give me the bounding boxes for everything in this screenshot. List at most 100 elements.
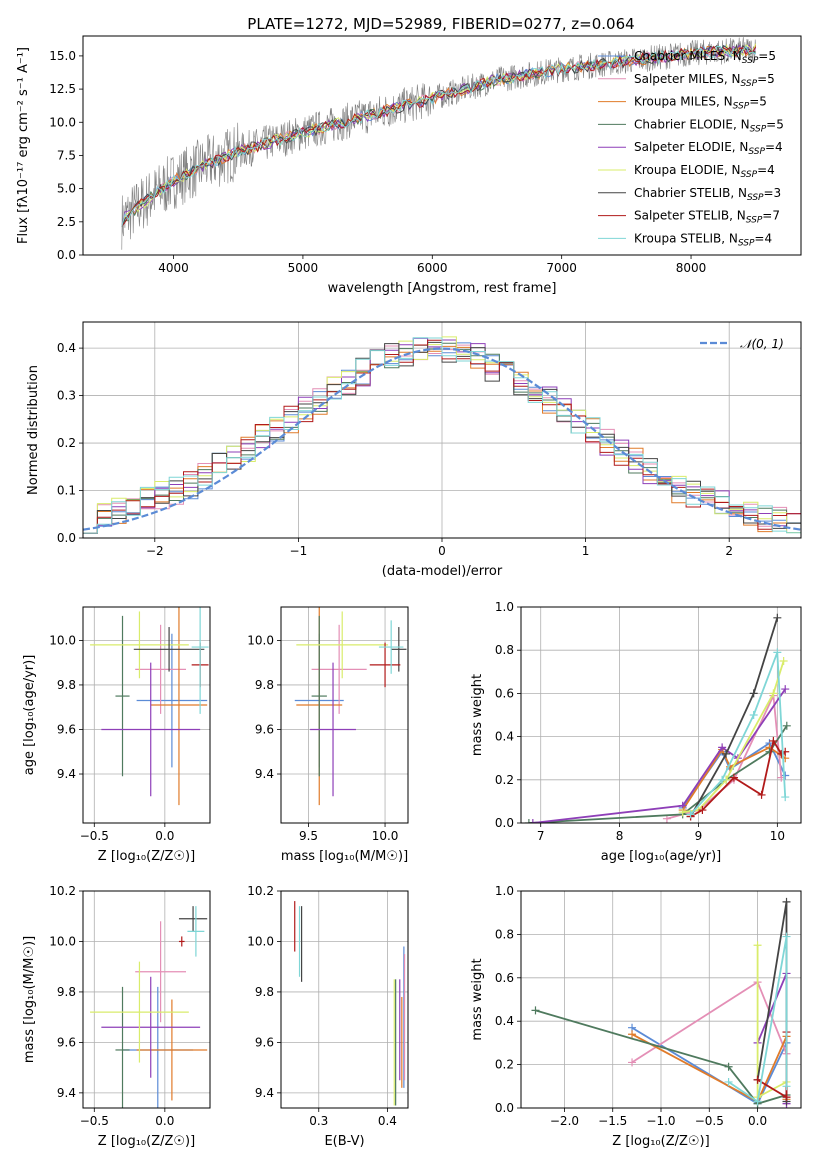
y-tick-label: 9.8	[57, 678, 76, 692]
legend-label: Salpeter STELIB, NSSP=7	[634, 209, 780, 226]
x-axis-label: E(B-V)	[324, 1134, 364, 1149]
weight-marker	[753, 941, 762, 950]
axes-frame	[82, 606, 211, 824]
y-tick-label: 0.4	[57, 341, 76, 355]
panel-age_vs_Z: −0.5 0.0 9.4 9.6 9.8 10.0 Z [log₁₀(Z/Z☉)] age […	[22, 606, 211, 864]
y-tick-label: 0.0	[495, 1101, 514, 1115]
normal-curve	[83, 347, 801, 531]
weight-marker	[781, 685, 790, 694]
y-tick-label: 1.0	[495, 884, 514, 898]
x-tick-label: 0.0	[748, 1114, 767, 1128]
x-tick-label: 8000	[676, 261, 707, 275]
weight-marker	[528, 819, 537, 823]
histogram-line	[83, 337, 801, 534]
x-tick-label: 10.0	[372, 829, 399, 843]
y-axis-label: Flux [fλ10⁻¹⁷ erg cm⁻² s⁻¹ A⁻¹]	[16, 47, 31, 244]
weight-marker	[724, 1062, 733, 1071]
legend-label: Kroupa MILES, NSSP=5	[634, 95, 767, 112]
x-tick-label: 9	[695, 829, 703, 843]
x-tick-label: 7000	[546, 261, 577, 275]
weight-line	[535, 1009, 787, 1105]
weight-marker	[753, 1075, 762, 1084]
x-tick-label: 0.0	[155, 829, 174, 843]
y-tick-label: 9.4	[255, 1086, 274, 1100]
x-tick-label: −0.5	[80, 1114, 109, 1128]
x-tick-label: −2.0	[550, 1114, 579, 1128]
weight-marker	[782, 1093, 791, 1102]
y-tick-label: 0.0	[495, 816, 514, 830]
y-tick-label: 0.0	[57, 531, 76, 545]
legend-label: Kroupa ELODIE, NSSP=4	[634, 163, 775, 180]
plot-area	[281, 607, 408, 823]
weight-marker	[722, 749, 731, 758]
plot-area	[83, 891, 210, 1108]
panel-weight_vs_age: 7 8 9 10 0.0 0.2 0.4 0.6 0.8 1.0 age [log₁₀(age/yr…	[470, 600, 802, 864]
y-axis-label: Normed distribution	[26, 365, 41, 495]
axes-frame	[280, 890, 409, 1109]
y-tick-label: 0.4	[495, 1014, 514, 1028]
weight-marker	[531, 1006, 540, 1015]
y-tick-label: 0.2	[495, 773, 514, 787]
x-tick-label: 0.3	[309, 1114, 328, 1128]
weight-marker	[718, 743, 727, 752]
weight-marker	[782, 721, 791, 730]
x-tick-label: 10	[770, 829, 785, 843]
y-tick-label: 9.4	[57, 1086, 76, 1100]
y-tick-label: 0.8	[495, 643, 514, 657]
y-tick-label: 9.4	[255, 767, 274, 781]
x-axis-label: Z [log₁₀(Z/Z☉)]	[98, 849, 195, 864]
weight-marker	[782, 932, 791, 941]
weight-marker	[724, 1077, 733, 1086]
weight-line	[728, 936, 788, 1104]
plot-area	[521, 891, 801, 1108]
model-line	[121, 45, 756, 227]
y-tick-label: 9.4	[57, 767, 76, 781]
legend-label: Chabrier ELODIE, NSSP=5	[634, 117, 784, 134]
y-tick-label: 10.0	[247, 934, 274, 948]
y-tick-label: 9.6	[57, 1035, 76, 1049]
weight-marker	[757, 790, 766, 799]
x-tick-label: 1	[582, 544, 590, 558]
y-tick-label: 9.6	[57, 722, 76, 736]
y-tick-label: 12.5	[49, 82, 76, 96]
x-tick-label: 7	[537, 829, 545, 843]
y-tick-label: 0.2	[495, 1058, 514, 1072]
x-axis-label: Z [log₁₀(Z/Z☉)]	[98, 1134, 195, 1149]
y-tick-label: 10.0	[49, 934, 76, 948]
weight-marker	[749, 711, 758, 719]
plot-area	[121, 37, 757, 250]
weight-line	[689, 617, 779, 817]
legend-label: Chabrier STELIB, NSSP=3	[634, 186, 781, 203]
y-axis-label: mass weight	[470, 958, 485, 1040]
y-tick-label: 15.0	[49, 49, 76, 63]
x-tick-label: 6000	[417, 261, 448, 275]
y-tick-label: 9.8	[255, 678, 274, 692]
legend-label: Salpeter MILES, NSSP=5	[634, 72, 775, 89]
x-tick-label: −1	[290, 544, 308, 558]
weight-marker	[686, 810, 695, 819]
y-tick-label: 10.2	[247, 884, 274, 898]
x-tick-label: −2	[146, 544, 164, 558]
x-tick-label: −0.5	[695, 1114, 724, 1128]
weight-marker	[749, 689, 758, 698]
panel-weight_vs_Z: −2.0 −1.5 −1.0 −0.5 0.0 0.0 0.2 0.4 0.6 0.8 1.0 Z […	[470, 884, 802, 1149]
weight-marker	[628, 1058, 637, 1067]
axes-frame	[82, 890, 211, 1109]
x-axis-label: Z [log₁₀(Z/Z☉)]	[612, 1134, 709, 1149]
weight-marker	[773, 648, 782, 657]
x-axis-label: mass [log₁₀(M/M☉)]	[281, 849, 408, 864]
y-axis-label: age [log₁₀(age/yr)]	[22, 655, 37, 776]
x-tick-label: 4000	[158, 261, 189, 275]
panel-residuals: −2 −1 0 1 2 0.0 0.1 0.2 0.3 0.4 (data-model)/error…	[26, 321, 802, 579]
figure-title: PLATE=1272, MJD=52989, FIBERID=0277, z=0…	[247, 15, 634, 33]
y-tick-label: 10.0	[49, 633, 76, 647]
axes-frame	[280, 606, 409, 824]
y-tick-label: 10.2	[49, 884, 76, 898]
axes-frame	[520, 890, 802, 1109]
x-tick-label: 0.4	[378, 1114, 397, 1128]
panel-age_vs_mass: 9.5 10.0 9.4 9.6 9.8 10.0 mass [log₁₀(M/M☉)]	[247, 606, 409, 864]
y-tick-label: 10.0	[247, 633, 274, 647]
weight-marker	[698, 806, 707, 815]
weight-marker	[718, 775, 727, 784]
